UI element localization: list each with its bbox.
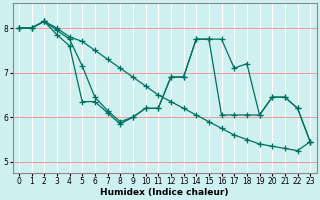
- X-axis label: Humidex (Indice chaleur): Humidex (Indice chaleur): [100, 188, 229, 197]
